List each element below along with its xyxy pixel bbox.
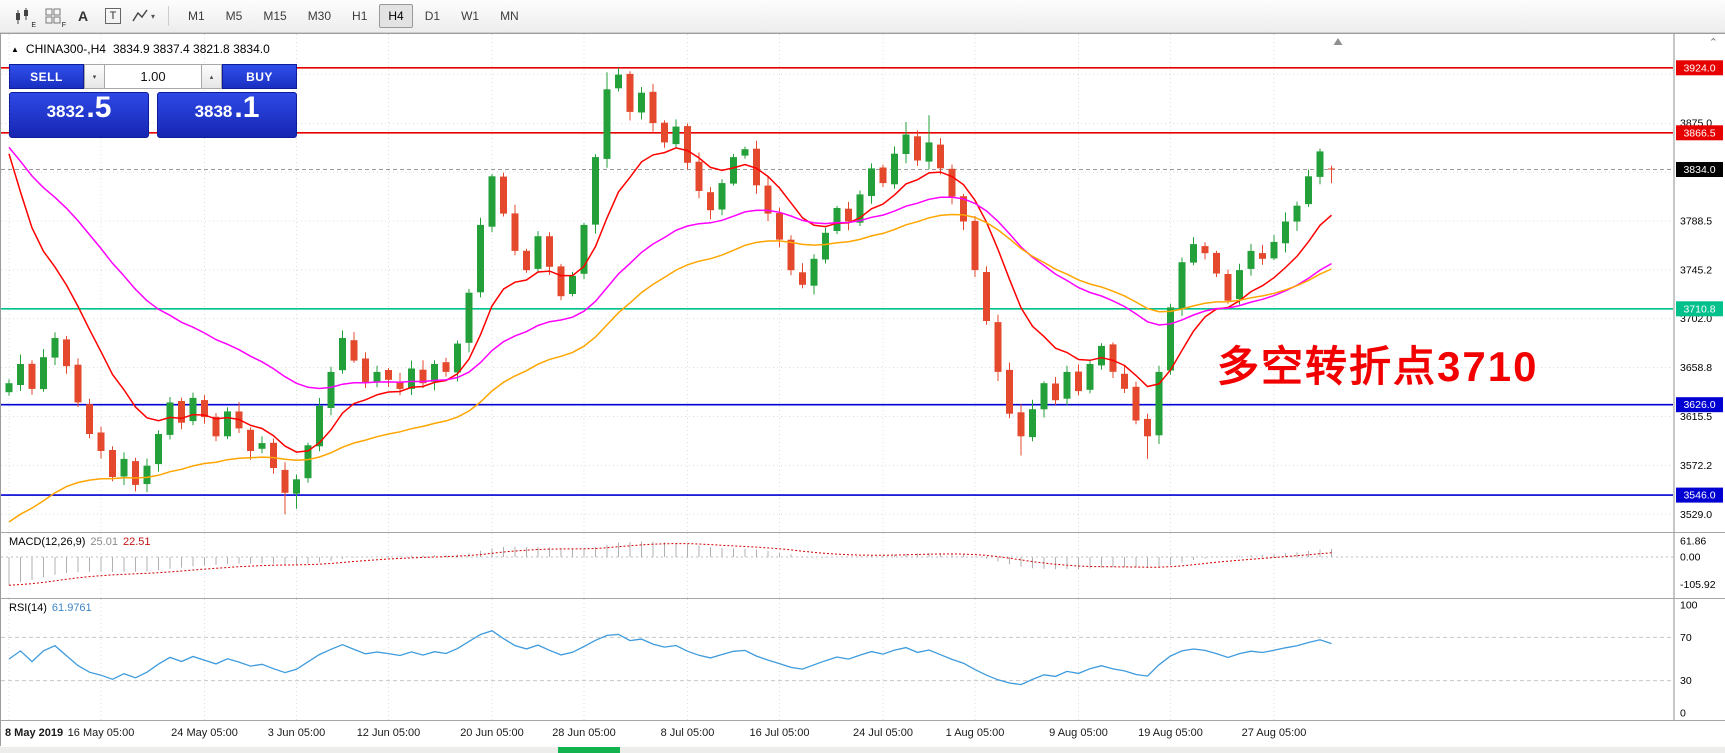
buy-price-main: 3838	[194, 102, 233, 121]
chart-type-button[interactable]: E	[8, 3, 38, 29]
volume-decrease-button[interactable]: ▾	[84, 64, 105, 89]
volume-increase-button[interactable]: ▴	[201, 64, 222, 89]
buy-price-button[interactable]: 3838 .1	[157, 92, 297, 138]
macd-value-signal: 22.51	[122, 536, 151, 548]
time-label: 24 Jul 05:00	[853, 727, 913, 739]
chart-window: 3875.0 3788.5 3745.2 3702.0 3658.8 3615.5 3572…	[0, 33, 1725, 746]
time-label: 16 Jul 05:00	[749, 727, 810, 739]
time-label: 1 Aug 05:00	[945, 727, 1005, 739]
svg-text:61.86: 61.86	[1680, 535, 1706, 547]
time-axis[interactable]: 8 May 2019 16 May 05:00 24 May 05:00 3 Jun …	[1, 720, 1725, 746]
time-label: 28 Jun 05:00	[552, 727, 616, 739]
time-label: 20 Jun 05:00	[460, 727, 524, 739]
svg-text:-105.92: -105.92	[1680, 579, 1716, 591]
bottom-strip	[0, 747, 1725, 753]
svg-text:3529.0: 3529.0	[1680, 509, 1712, 521]
svg-text:100: 100	[1680, 600, 1698, 612]
time-label: 12 Jun 05:00	[356, 727, 421, 739]
sell-price-frac: .5	[86, 91, 112, 124]
trendline-icon	[132, 9, 148, 22]
svg-text:30: 30	[1680, 675, 1692, 687]
svg-text:3572.2: 3572.2	[1680, 460, 1712, 472]
timeframe-m1-button[interactable]: M1	[179, 4, 214, 28]
svg-text:3834.0: 3834.0	[1683, 164, 1715, 176]
text-tool-button[interactable]: A	[68, 3, 98, 29]
timeframe-h4-button[interactable]: H4	[379, 4, 413, 28]
chart-annotation-text: 多空转折点3710	[1217, 343, 1539, 390]
sell-price-button[interactable]: 3832 .5	[9, 92, 149, 138]
timeframe-w1-button[interactable]: W1	[452, 4, 488, 28]
macd-name: MACD(12,26,9)	[9, 536, 86, 548]
svg-text:3924.0: 3924.0	[1683, 62, 1715, 74]
bottom-strip-highlight	[558, 747, 620, 753]
sell-price-main: 3832	[46, 102, 85, 121]
macd-chart[interactable]: 61.86 0.00 -105.92	[1, 533, 1725, 598]
time-label: 27 Aug 05:00	[1241, 727, 1307, 739]
svg-text:3546.0: 3546.0	[1683, 490, 1715, 502]
buy-button[interactable]: BUY	[222, 64, 297, 89]
dropdown-caret-icon: ▾	[150, 11, 155, 21]
time-label: 9 Aug 05:00	[1049, 727, 1108, 739]
rsi-pane[interactable]: 100 70 30 0 RSI(14) 61.9761	[1, 598, 1725, 720]
rsi-title: RSI(14) 61.9761	[9, 602, 92, 614]
svg-text:3626.0: 3626.0	[1683, 399, 1715, 411]
svg-text:3745.2: 3745.2	[1680, 264, 1712, 276]
scroll-up-icon[interactable]: ⌃	[1708, 37, 1718, 49]
svg-text:3710.8: 3710.8	[1683, 303, 1715, 315]
buy-price-frac: .1	[234, 91, 260, 124]
crosshair-tool-button[interactable]: ▾	[128, 3, 158, 29]
ohlc-values: 3834.9 3837.4 3821.8 3834.0	[112, 42, 270, 56]
one-click-collapse-icon[interactable]: ▲	[11, 44, 19, 54]
svg-text:0.00: 0.00	[1680, 552, 1701, 564]
svg-text:3866.5: 3866.5	[1683, 127, 1715, 139]
text-tool-label: A	[77, 8, 89, 24]
chart-type-sub-label: E	[31, 22, 36, 29]
candlestick-chart-icon	[16, 7, 28, 24]
time-label: 8 Jul 05:00	[660, 727, 715, 739]
time-label: 3 Jun 05:00	[267, 727, 326, 739]
macd-value-main: 25.01	[90, 536, 118, 548]
objects-grid-sub-label: F	[61, 22, 66, 29]
timeframe-mn-button[interactable]: MN	[491, 4, 528, 28]
price-chart[interactable]: 3875.03788.53745.23702.03658.83615.53572…	[1, 34, 1725, 532]
timeframe-m15-button[interactable]: M15	[254, 4, 295, 28]
textbox-tool-label: T	[104, 8, 122, 24]
timeframe-m5-button[interactable]: M5	[217, 4, 252, 28]
time-label: 19 Aug 05:00	[1138, 727, 1203, 739]
svg-text:3615.5: 3615.5	[1680, 411, 1712, 423]
toolbar-separator	[168, 6, 169, 26]
rsi-chart[interactable]: 100 70 30 0	[1, 599, 1725, 720]
timeframe-d1-button[interactable]: D1	[416, 4, 449, 28]
rsi-name: RSI(14)	[9, 602, 47, 614]
svg-text:0: 0	[1680, 708, 1686, 720]
sell-button[interactable]: SELL	[9, 64, 84, 89]
chart-symbol-header: ▲ CHINA300-,H4 3834.9 3837.4 3821.8 3834…	[11, 42, 270, 56]
one-click-trading-panel: SELL ▾ ▴ BUY 3832 .5 3838 .1	[9, 64, 297, 138]
macd-pane[interactable]: 61.86 0.00 -105.92 MACD(12,26,9) 25.01 22.51	[1, 532, 1725, 598]
time-label: 16 May 05:00	[67, 727, 135, 739]
timeframe-m30-button[interactable]: M30	[299, 4, 340, 28]
svg-text:70: 70	[1680, 632, 1692, 644]
toolbar: E F A T ▾ M1 M5 M15 M30 H1 H4 D1 W1 MN	[0, 0, 1725, 33]
time-label: 24 May 05:00	[171, 727, 238, 739]
time-label: 8 May 2019	[5, 727, 64, 739]
svg-text:3658.8: 3658.8	[1680, 362, 1712, 374]
timeframe-group: M1 M5 M15 M30 H1 H4 D1 W1 MN	[179, 4, 528, 28]
textbox-tool-button[interactable]: T	[98, 3, 128, 29]
timeframe-h1-button[interactable]: H1	[343, 4, 376, 28]
symbol-label: CHINA300-,H4	[25, 42, 106, 56]
rsi-value: 61.9761	[51, 602, 92, 614]
objects-grid-button[interactable]: F	[38, 3, 68, 29]
macd-title: MACD(12,26,9) 25.01 22.51	[9, 536, 150, 548]
main-chart-pane[interactable]: 3875.0 3788.5 3745.2 3702.0 3658.8 3615.5 3572…	[1, 34, 1725, 532]
volume-input[interactable]	[105, 64, 201, 89]
grid-icon	[45, 8, 60, 24]
svg-text:3788.5: 3788.5	[1680, 216, 1712, 228]
